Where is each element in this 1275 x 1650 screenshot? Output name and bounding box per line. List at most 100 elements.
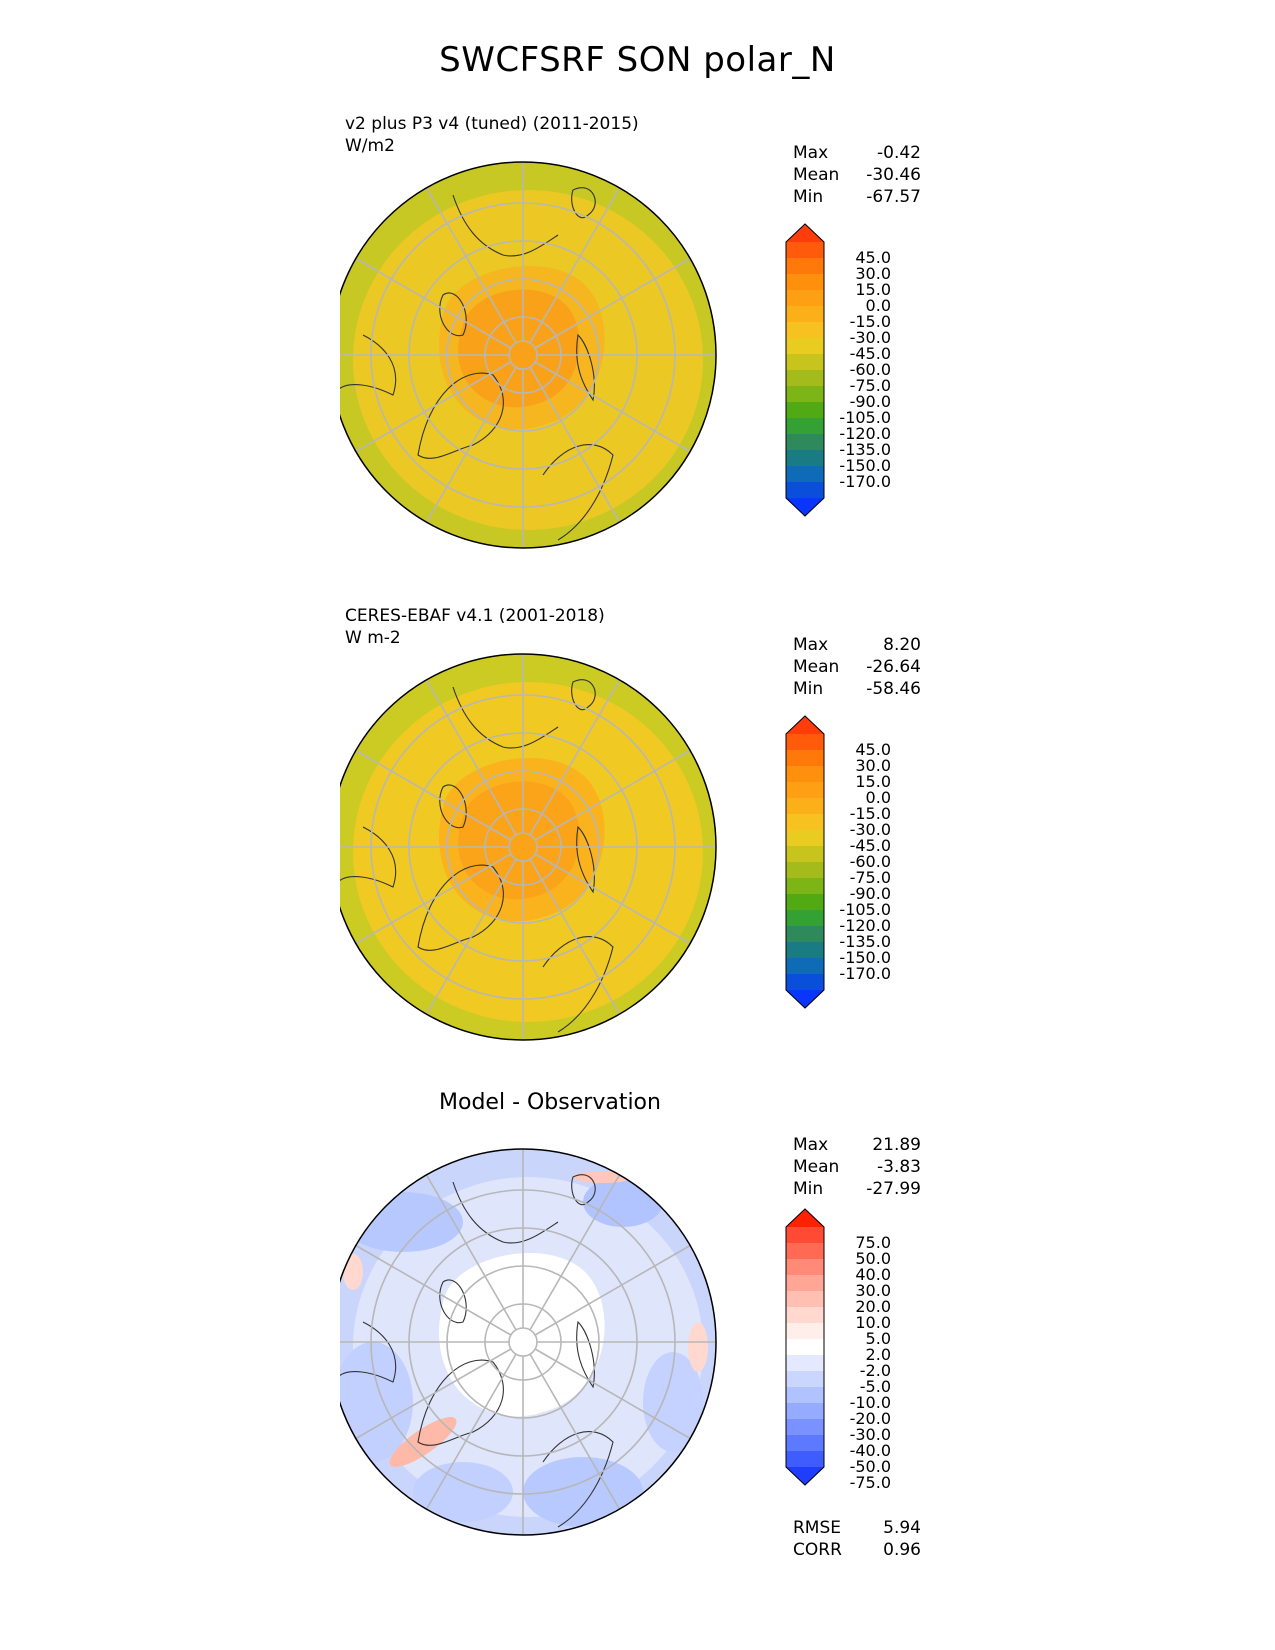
colorbar-tick-label: -45.0 bbox=[850, 344, 891, 363]
colorbar-tick-label: 50.0 bbox=[855, 1249, 891, 1268]
coastline bbox=[340, 1321, 397, 1383]
colorbar-tick-label: -30.0 bbox=[850, 328, 891, 347]
stat-label: Mean bbox=[793, 165, 840, 185]
colorbar-segment bbox=[786, 242, 824, 259]
coastline bbox=[340, 826, 397, 888]
longitude-gridline bbox=[534, 257, 691, 349]
colorbar-segment bbox=[786, 306, 824, 323]
longitude-gridline bbox=[425, 858, 517, 1015]
colorbar-tick-label: -50.0 bbox=[850, 1457, 891, 1476]
stat-label: Max bbox=[793, 1135, 829, 1155]
colorbar-tick-label: 75.0 bbox=[855, 1233, 891, 1252]
map-field bbox=[340, 162, 716, 548]
colorbar-outline bbox=[785, 223, 825, 517]
colorbar-tick-label: -75.0 bbox=[850, 1473, 891, 1492]
stats-box: Max 8.20 Mean -26.64 Min -58.46 bbox=[793, 634, 921, 700]
coastline bbox=[571, 187, 596, 218]
colorbar-segment bbox=[786, 450, 824, 467]
anomaly-negative bbox=[643, 1352, 703, 1452]
coastline bbox=[576, 1320, 595, 1389]
field-core bbox=[458, 1276, 580, 1395]
coastline bbox=[576, 333, 595, 402]
score-value: 5.94 bbox=[883, 1518, 921, 1538]
colorbar-segment bbox=[786, 1227, 824, 1244]
longitude-gridline bbox=[529, 366, 621, 523]
colorbar-segment bbox=[786, 1435, 824, 1452]
anomaly-positive bbox=[688, 1322, 708, 1372]
stat-label: Min bbox=[793, 1179, 824, 1199]
colorbar-segment bbox=[786, 418, 824, 435]
stat-label: Mean bbox=[793, 1157, 840, 1177]
panel-model: v2 plus P3 v4 (tuned) (2011-2015) W/m2 M… bbox=[0, 105, 1275, 605]
colorbar-tick-label: -75.0 bbox=[850, 376, 891, 395]
coastline bbox=[340, 334, 397, 396]
polar-map bbox=[340, 1148, 717, 1536]
panel-title-line-2: W/m2 bbox=[345, 136, 395, 156]
stat-value: -30.46 bbox=[866, 165, 921, 185]
map-boundary bbox=[340, 161, 717, 549]
colorbar-tick-label: -5.0 bbox=[860, 1377, 891, 1396]
longitude-gridline bbox=[355, 1244, 512, 1336]
stat-label: Min bbox=[793, 679, 824, 699]
score-label: RMSE bbox=[793, 1518, 842, 1538]
colorbar-segment bbox=[786, 1275, 824, 1292]
coastline bbox=[542, 444, 614, 541]
colorbar-segment bbox=[786, 798, 824, 815]
coastline bbox=[542, 1431, 614, 1528]
colorbar-segment bbox=[786, 1371, 824, 1388]
colorbar-tick-label: -135.0 bbox=[839, 932, 891, 951]
longitude-gridline bbox=[425, 1353, 517, 1510]
colorbar-segment bbox=[786, 1419, 824, 1436]
colorbar-outline bbox=[785, 1208, 825, 1486]
colorbar-segment bbox=[786, 750, 824, 767]
stat-label: Max bbox=[793, 635, 829, 655]
colorbar-outline bbox=[785, 715, 825, 1009]
colorbar-tick-label: -105.0 bbox=[839, 408, 891, 427]
longitude-gridline bbox=[425, 1174, 517, 1331]
colorbar-segment bbox=[786, 1323, 824, 1340]
colorbar-segment bbox=[786, 878, 824, 895]
colorbar-tick-label: -90.0 bbox=[850, 392, 891, 411]
panel-title: CERES-EBAF v4.1 (2001-2018) W m-2 bbox=[345, 605, 605, 649]
longitude-gridline bbox=[355, 749, 512, 841]
coastline bbox=[571, 679, 596, 710]
colorbar-segment bbox=[786, 338, 824, 355]
colorbar-segment bbox=[786, 814, 824, 831]
stats-box: Max -0.42 Mean -30.46 Min -67.57 bbox=[793, 142, 921, 208]
stat-value: -58.46 bbox=[866, 679, 921, 699]
longitude-gridline bbox=[425, 187, 517, 344]
stat-value: 8.20 bbox=[883, 635, 921, 655]
longitude-gridline bbox=[355, 853, 512, 945]
map-boundary bbox=[340, 653, 717, 1041]
colorbar-tick-label: -105.0 bbox=[839, 900, 891, 919]
colorbar-segment bbox=[786, 1243, 824, 1260]
colorbar-extend-min bbox=[786, 1467, 824, 1485]
colorbar-segment bbox=[786, 782, 824, 799]
longitude-gridline bbox=[534, 361, 691, 453]
colorbar-tick-label: -30.0 bbox=[850, 1425, 891, 1444]
anomaly-negative bbox=[523, 1457, 643, 1527]
panel-observation: CERES-EBAF v4.1 (2001-2018) W m-2 Max 8.2… bbox=[0, 595, 1275, 1095]
anomaly-negative bbox=[343, 1192, 463, 1252]
longitude-gridline bbox=[425, 366, 517, 523]
field-core bbox=[458, 781, 580, 900]
colorbar-tick-label: -40.0 bbox=[850, 1441, 891, 1460]
colorbar-tick-label: -170.0 bbox=[839, 472, 891, 491]
colorbar: 75.050.040.030.020.010.05.02.0-2.0-5.0-1… bbox=[785, 1208, 891, 1492]
coastline bbox=[439, 292, 467, 337]
pole-gridline bbox=[508, 1327, 538, 1357]
longitude-gridline bbox=[529, 1174, 621, 1331]
anomaly-positive bbox=[389, 1417, 457, 1467]
stat-value: -26.64 bbox=[866, 657, 921, 677]
coastline bbox=[439, 784, 467, 829]
polar-map bbox=[340, 161, 717, 549]
colorbar-segment bbox=[786, 974, 824, 991]
colorbar-segment bbox=[786, 386, 824, 403]
score-value: 0.96 bbox=[883, 1540, 921, 1560]
colorbar-tick-label: 45.0 bbox=[855, 740, 891, 759]
colorbar-tick-label: -120.0 bbox=[839, 424, 891, 443]
colorbar: 45.030.015.00.0-15.0-30.0-45.0-60.0-75.0… bbox=[785, 223, 891, 517]
coastline bbox=[417, 864, 504, 951]
colorbar-segment bbox=[786, 482, 824, 499]
coastline bbox=[452, 686, 559, 749]
